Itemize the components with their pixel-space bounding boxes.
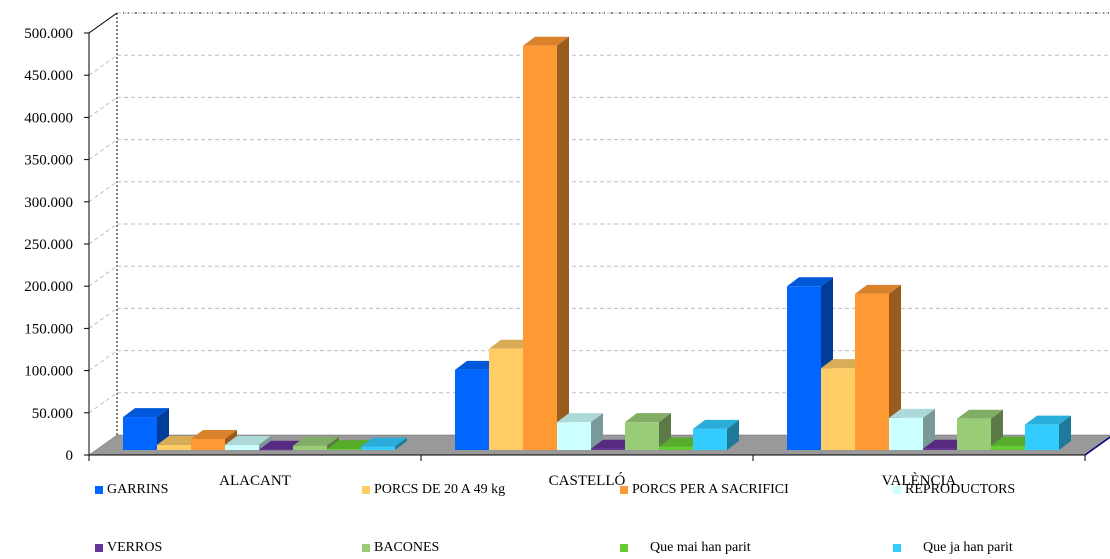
bar-front xyxy=(523,45,557,450)
gridline-side xyxy=(88,139,118,161)
bar-top xyxy=(523,36,569,46)
bar-side xyxy=(591,413,603,450)
bar-top xyxy=(361,437,407,447)
bar-front xyxy=(1025,424,1059,450)
gridline-side xyxy=(88,223,118,245)
bar-side xyxy=(923,408,935,450)
category-label: CASTELLÓ xyxy=(549,472,626,489)
gridlines xyxy=(88,12,1110,414)
gridline-side xyxy=(88,181,118,203)
bar xyxy=(889,408,935,450)
bar-top xyxy=(693,419,739,429)
bar-front xyxy=(889,417,923,450)
bar-front xyxy=(991,445,1025,450)
y-tick-label: 50.000 xyxy=(32,406,73,422)
bar-front xyxy=(489,348,523,450)
axes xyxy=(84,12,1110,461)
bar-top xyxy=(123,408,169,418)
bar-front xyxy=(923,448,957,450)
bar-top xyxy=(625,413,671,423)
y-tick-label: 0 xyxy=(66,448,74,464)
y-tick-label: 300.000 xyxy=(24,195,73,211)
y-tick-label: 250.000 xyxy=(24,237,73,253)
bar-top xyxy=(1025,415,1071,425)
bar xyxy=(293,436,339,450)
bar xyxy=(625,413,671,450)
chart-walls xyxy=(88,12,1110,456)
bar-front xyxy=(123,417,157,450)
bar-front xyxy=(693,428,727,450)
y-tick-label: 150.000 xyxy=(24,321,73,337)
bar-front xyxy=(557,422,591,450)
bar xyxy=(693,419,739,450)
category-label: ALACANT xyxy=(219,473,291,489)
bar-front xyxy=(293,445,327,450)
y-axis-top xyxy=(88,12,118,34)
y-tick-labels: 0 50.000 100.000 150.000 200.000 250.000 300.0… xyxy=(24,26,73,464)
bar xyxy=(557,413,603,450)
bar-front xyxy=(455,369,489,450)
gridline-side xyxy=(88,54,118,76)
y-tick-label: 350.000 xyxy=(24,153,73,169)
bar-front xyxy=(957,418,991,450)
bar-front xyxy=(157,444,191,450)
gridline-side xyxy=(88,265,118,287)
bar xyxy=(523,36,569,450)
bar-top xyxy=(889,408,935,418)
bar-front xyxy=(327,449,361,450)
gridline-side xyxy=(88,350,118,372)
bar-front xyxy=(591,448,625,450)
bars xyxy=(123,36,1071,451)
category-labels: ALACANT CASTELLÓ VALÈNCIA xyxy=(219,472,956,489)
bar-side xyxy=(557,36,569,450)
y-tick-label: 400.000 xyxy=(24,110,73,126)
bar-top xyxy=(191,430,237,440)
x-axis-depth xyxy=(1084,436,1110,456)
gridline-side xyxy=(88,96,118,118)
bar-side xyxy=(327,436,339,450)
bar xyxy=(361,437,407,450)
bar-front xyxy=(625,422,659,450)
gridline-side xyxy=(88,392,118,414)
bar-front xyxy=(659,446,693,450)
bar-side xyxy=(395,437,407,450)
bar xyxy=(1025,415,1071,450)
bar-top xyxy=(293,436,339,446)
bar xyxy=(855,284,901,450)
bar-top xyxy=(787,277,833,287)
bar-front xyxy=(191,439,225,450)
bar-side xyxy=(1059,415,1071,450)
bar xyxy=(225,435,271,450)
bar-top xyxy=(225,435,271,445)
bar-front xyxy=(855,293,889,450)
bar-side xyxy=(727,419,739,450)
gridline-side xyxy=(88,307,118,329)
bar-side xyxy=(259,435,271,450)
bar-top xyxy=(957,409,1003,419)
bar-front xyxy=(225,444,259,450)
bar-top xyxy=(557,413,603,423)
bar-front xyxy=(821,368,855,450)
y-tick-label: 200.000 xyxy=(24,279,73,295)
y-tick-label: 500.000 xyxy=(24,26,73,42)
bar-front xyxy=(361,446,395,450)
bar-side xyxy=(889,284,901,450)
bar-top xyxy=(855,284,901,294)
bar-front xyxy=(787,286,821,450)
bar-front xyxy=(259,449,293,451)
y-tick-label: 450.000 xyxy=(24,68,73,84)
y-tick-label: 100.000 xyxy=(24,364,73,380)
category-label: VALÈNCIA xyxy=(882,472,957,489)
